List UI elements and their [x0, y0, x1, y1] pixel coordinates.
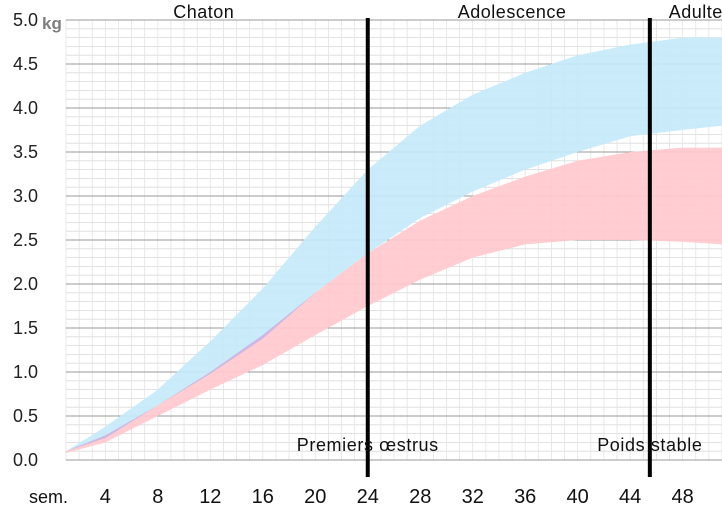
y-tick-label: 1.0: [13, 362, 38, 382]
phase-label: Adolescence: [458, 2, 567, 22]
x-tick-label: 12: [199, 486, 221, 508]
x-tick-label: 24: [357, 486, 379, 508]
phase-labels: Chaton Adolescence Adulte: [173, 2, 722, 22]
event-label: Premiers œstrus: [297, 435, 439, 455]
phase-label: Adulte: [669, 2, 722, 22]
x-tick-label: 48: [672, 486, 694, 508]
y-axis-unit: kg: [42, 14, 62, 33]
y-tick-label: 3.5: [13, 142, 38, 162]
x-tick-label: 4: [100, 486, 111, 508]
event-labels: Premiers œstrus Poids stable: [297, 435, 702, 455]
weight-band-overlap: [66, 147, 722, 452]
x-tick-label: 20: [304, 486, 326, 508]
weight-band-overlap-area: [66, 147, 722, 452]
milestone-lines: [365, 18, 652, 477]
y-tick-label: 4.0: [13, 98, 38, 118]
y-tick-label: 0.5: [13, 406, 38, 426]
phase-label: Chaton: [173, 2, 234, 22]
x-tick-label: 16: [252, 486, 274, 508]
event-label: Poids stable: [597, 435, 702, 455]
x-tick-label: 28: [409, 486, 431, 508]
x-tick-label: 40: [567, 486, 589, 508]
x-axis-unit: sem.: [29, 487, 68, 507]
weight-band-1: [66, 37, 722, 452]
x-tick-label: 36: [514, 486, 536, 508]
x-tick-label: 8: [152, 486, 163, 508]
y-tick-label: 5.0: [13, 10, 38, 30]
y-tick-label: 0.0: [13, 450, 38, 470]
weight-band-2: [66, 147, 722, 453]
x-tick-label: 44: [619, 486, 641, 508]
y-tick-label: 1.5: [13, 318, 38, 338]
y-axis-ticks: 0.0 0.5 1.0 1.5 2.0 2.5 3.0 3.5 4.0 4.5 5.0: [13, 10, 38, 470]
y-tick-label: 3.0: [13, 186, 38, 206]
x-axis-ticks: 4 8 12 16 20 24 28 32 36 40 44 48: [100, 486, 694, 508]
y-tick-label: 2.0: [13, 274, 38, 294]
x-tick-label: 32: [462, 486, 484, 508]
weight-bands: [66, 37, 722, 453]
y-tick-label: 4.5: [13, 54, 38, 74]
y-tick-label: 2.5: [13, 230, 38, 250]
